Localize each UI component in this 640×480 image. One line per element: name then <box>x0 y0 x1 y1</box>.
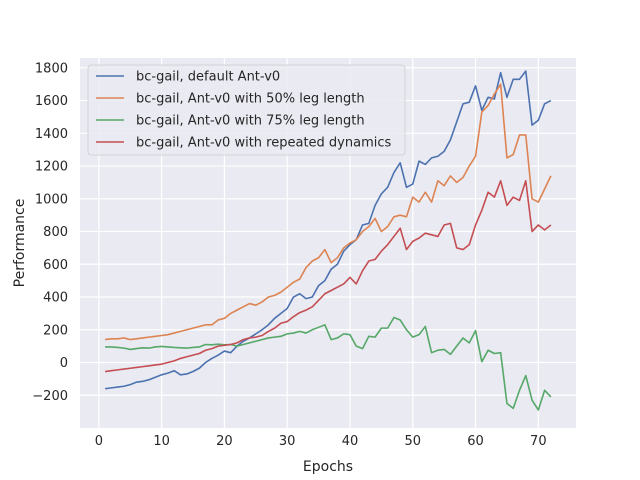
x-tick-label: 70 <box>530 434 547 449</box>
y-tick-label: 1000 <box>35 192 68 207</box>
x-tick-label: 50 <box>404 434 421 449</box>
y-axis-ticks: −200 0 200 400 600 800 1000 1200 1400 1600 1800 <box>32 61 68 403</box>
y-tick-label: 200 <box>43 323 68 338</box>
y-tick-label: 1600 <box>35 94 68 109</box>
y-tick-label: 1400 <box>35 127 68 142</box>
y-tick-label: 800 <box>43 225 68 240</box>
y-axis-label: Performance <box>12 199 28 288</box>
series-line-3 <box>105 316 552 411</box>
x-tick-label: 30 <box>279 434 296 449</box>
legend-label: bc-gail, Ant-v0 with 50% leg length <box>136 92 365 107</box>
series-line-4 <box>105 179 552 373</box>
y-tick-label: 1200 <box>35 160 68 175</box>
legend-label: bc-gail, default Ant-v0 <box>136 70 280 85</box>
legend-label: bc-gail, Ant-v0 with repeated dynamics <box>136 136 392 151</box>
x-axis-label: Epochs <box>303 459 353 475</box>
legend-label: bc-gail, Ant-v0 with 75% leg length <box>136 114 365 129</box>
series-line-2 <box>105 83 552 341</box>
legend: bc-gail, default Ant-v0 bc-gail, Ant-v0 w… <box>87 64 406 156</box>
x-axis-ticks: 0 10 20 30 40 50 60 70 <box>95 434 547 449</box>
y-tick-label: −200 <box>32 389 68 404</box>
series-layer <box>105 70 552 411</box>
y-tick-label: 400 <box>43 291 68 306</box>
legend-box <box>87 64 406 156</box>
x-tick-label: 10 <box>153 434 170 449</box>
x-tick-label: 0 <box>95 434 103 449</box>
x-tick-label: 60 <box>467 434 484 449</box>
y-tick-label: 0 <box>60 356 68 371</box>
series-line-1 <box>105 70 552 390</box>
x-tick-label: 40 <box>342 434 359 449</box>
x-tick-label: 20 <box>216 434 233 449</box>
y-tick-label: 1800 <box>35 61 68 76</box>
y-tick-label: 600 <box>43 258 68 273</box>
